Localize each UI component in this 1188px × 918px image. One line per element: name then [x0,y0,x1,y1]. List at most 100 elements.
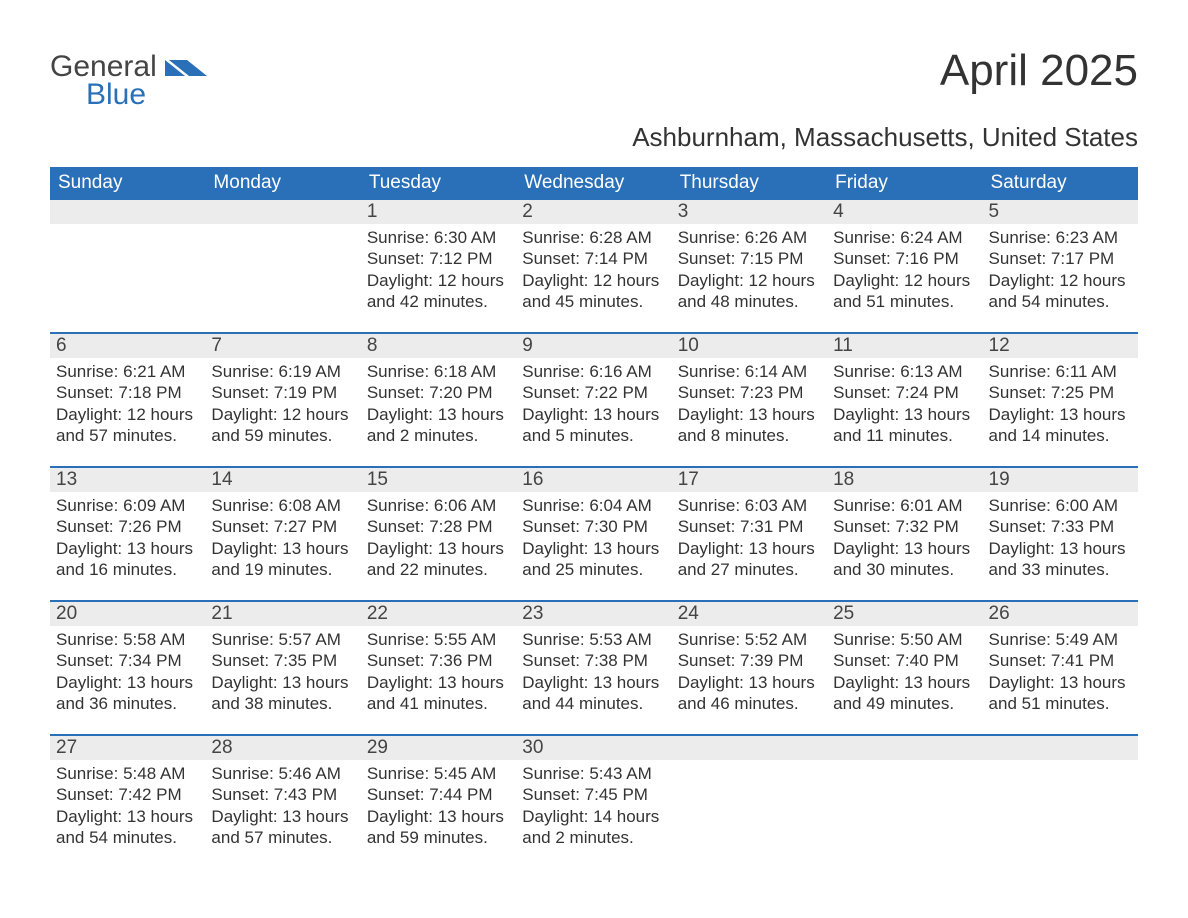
daylight-line: Daylight: 13 hours [367,806,510,827]
day-number [205,200,360,224]
sunset-line: Sunset: 7:40 PM [833,650,976,671]
sunrise-line: Sunrise: 6:06 AM [367,495,510,516]
daylight-line: Daylight: 13 hours [211,538,354,559]
day-number: 12 [983,334,1138,358]
sunset-line: Sunset: 7:30 PM [522,516,665,537]
day-number: 13 [50,468,205,492]
sunrise-line: Sunrise: 6:19 AM [211,361,354,382]
day-details: Sunrise: 6:24 AMSunset: 7:16 PMDaylight:… [827,224,982,316]
day-details: Sunrise: 6:13 AMSunset: 7:24 PMDaylight:… [827,358,982,450]
day-details: Sunrise: 5:43 AMSunset: 7:45 PMDaylight:… [516,760,671,852]
sunrise-line: Sunrise: 6:08 AM [211,495,354,516]
sunset-line: Sunset: 7:22 PM [522,382,665,403]
daylight-line: and 14 minutes. [989,425,1132,446]
daylight-line: Daylight: 12 hours [522,270,665,291]
daylight-line: and 41 minutes. [367,693,510,714]
calendar-day: 13Sunrise: 6:09 AMSunset: 7:26 PMDayligh… [50,468,205,588]
day-details: Sunrise: 5:50 AMSunset: 7:40 PMDaylight:… [827,626,982,718]
day-details [50,224,205,231]
daylight-line: and 51 minutes. [833,291,976,312]
page-header: General Blue April 2025 [50,50,1138,112]
day-details: Sunrise: 6:03 AMSunset: 7:31 PMDaylight:… [672,492,827,584]
daylight-line: Daylight: 12 hours [678,270,821,291]
daylight-line: and 54 minutes. [989,291,1132,312]
day-number: 16 [516,468,671,492]
daylight-line: Daylight: 12 hours [211,404,354,425]
day-details: Sunrise: 5:49 AMSunset: 7:41 PMDaylight:… [983,626,1138,718]
weekday-header: Sunday [50,167,205,200]
calendar-day: 18Sunrise: 6:01 AMSunset: 7:32 PMDayligh… [827,468,982,588]
day-details: Sunrise: 5:58 AMSunset: 7:34 PMDaylight:… [50,626,205,718]
day-details: Sunrise: 6:18 AMSunset: 7:20 PMDaylight:… [361,358,516,450]
sunrise-line: Sunrise: 5:55 AM [367,629,510,650]
daylight-line: and 46 minutes. [678,693,821,714]
sunset-line: Sunset: 7:19 PM [211,382,354,403]
location-subtitle: Ashburnham, Massachusetts, United States [50,122,1138,153]
daylight-line: and 11 minutes. [833,425,976,446]
daylight-line: and 49 minutes. [833,693,976,714]
calendar-day: 25Sunrise: 5:50 AMSunset: 7:40 PMDayligh… [827,602,982,722]
day-details: Sunrise: 6:00 AMSunset: 7:33 PMDaylight:… [983,492,1138,584]
sunrise-line: Sunrise: 6:21 AM [56,361,199,382]
calendar-day: 28Sunrise: 5:46 AMSunset: 7:43 PMDayligh… [205,736,360,856]
daylight-line: and 22 minutes. [367,559,510,580]
day-number: 6 [50,334,205,358]
sunset-line: Sunset: 7:43 PM [211,784,354,805]
day-number [672,736,827,760]
day-number: 17 [672,468,827,492]
day-details: Sunrise: 5:55 AMSunset: 7:36 PMDaylight:… [361,626,516,718]
weekday-header: Saturday [983,167,1138,200]
day-details: Sunrise: 5:52 AMSunset: 7:39 PMDaylight:… [672,626,827,718]
calendar-day [50,200,205,320]
day-number: 21 [205,602,360,626]
daylight-line: Daylight: 13 hours [367,538,510,559]
calendar-day: 19Sunrise: 6:00 AMSunset: 7:33 PMDayligh… [983,468,1138,588]
daylight-line: and 57 minutes. [56,425,199,446]
day-number: 5 [983,200,1138,224]
day-number: 2 [516,200,671,224]
flag-icon [165,54,207,81]
sunrise-line: Sunrise: 5:58 AM [56,629,199,650]
day-details: Sunrise: 6:26 AMSunset: 7:15 PMDaylight:… [672,224,827,316]
sunrise-line: Sunrise: 6:16 AM [522,361,665,382]
sunrise-line: Sunrise: 5:52 AM [678,629,821,650]
daylight-line: Daylight: 13 hours [211,672,354,693]
sunrise-line: Sunrise: 6:30 AM [367,227,510,248]
sunset-line: Sunset: 7:16 PM [833,248,976,269]
calendar-day [205,200,360,320]
daylight-line: Daylight: 13 hours [678,538,821,559]
day-details: Sunrise: 6:04 AMSunset: 7:30 PMDaylight:… [516,492,671,584]
sunrise-line: Sunrise: 5:43 AM [522,763,665,784]
daylight-line: Daylight: 13 hours [211,806,354,827]
calendar-day: 12Sunrise: 6:11 AMSunset: 7:25 PMDayligh… [983,334,1138,454]
sunset-line: Sunset: 7:26 PM [56,516,199,537]
day-number: 28 [205,736,360,760]
daylight-line: and 19 minutes. [211,559,354,580]
sunset-line: Sunset: 7:20 PM [367,382,510,403]
calendar-day: 3Sunrise: 6:26 AMSunset: 7:15 PMDaylight… [672,200,827,320]
brand-logo: General Blue [50,50,207,112]
day-details: Sunrise: 6:09 AMSunset: 7:26 PMDaylight:… [50,492,205,584]
sunrise-line: Sunrise: 6:11 AM [989,361,1132,382]
sunset-line: Sunset: 7:39 PM [678,650,821,671]
day-number: 27 [50,736,205,760]
calendar-day: 2Sunrise: 6:28 AMSunset: 7:14 PMDaylight… [516,200,671,320]
sunrise-line: Sunrise: 6:28 AM [522,227,665,248]
day-details: Sunrise: 6:08 AMSunset: 7:27 PMDaylight:… [205,492,360,584]
weekday-header: Wednesday [516,167,671,200]
daylight-line: and 8 minutes. [678,425,821,446]
daylight-line: Daylight: 13 hours [56,806,199,827]
brand-part2: Blue [86,78,207,112]
calendar-day: 15Sunrise: 6:06 AMSunset: 7:28 PMDayligh… [361,468,516,588]
sunrise-line: Sunrise: 5:49 AM [989,629,1132,650]
calendar-week: 27Sunrise: 5:48 AMSunset: 7:42 PMDayligh… [50,734,1138,856]
day-number: 23 [516,602,671,626]
day-number: 8 [361,334,516,358]
calendar-week: 1Sunrise: 6:30 AMSunset: 7:12 PMDaylight… [50,200,1138,320]
daylight-line: and 59 minutes. [367,827,510,848]
sunrise-line: Sunrise: 6:24 AM [833,227,976,248]
sunset-line: Sunset: 7:42 PM [56,784,199,805]
page-title: April 2025 [940,46,1138,96]
day-number: 9 [516,334,671,358]
calendar-day: 24Sunrise: 5:52 AMSunset: 7:39 PMDayligh… [672,602,827,722]
